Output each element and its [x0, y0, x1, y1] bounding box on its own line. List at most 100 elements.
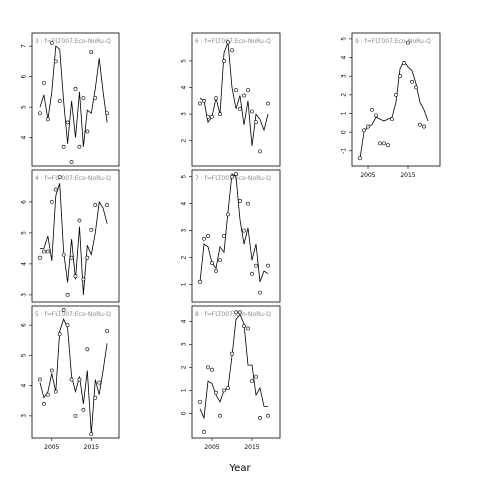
y-tick-label: 6: [21, 323, 28, 327]
y-tick-label: 5: [181, 59, 188, 63]
data-point: [214, 390, 218, 395]
data-point: [57, 175, 62, 180]
data-point: [93, 395, 98, 400]
data-point: [410, 79, 414, 84]
data-point: [210, 261, 214, 265]
data-point: [250, 379, 254, 384]
y-tick-label: 5: [21, 353, 28, 357]
fitted-line: [40, 183, 108, 295]
data-point: [42, 80, 46, 85]
data-point: [65, 120, 70, 125]
data-point: [406, 40, 410, 45]
data-point: [85, 347, 90, 352]
data-point: [65, 323, 70, 328]
data-point: [69, 377, 74, 382]
y-tick-label: 6: [21, 75, 28, 79]
panel-3: 5 : f=FLT007:Eco-NoRu-Q 3 4 5 6 2005 2015: [21, 305, 120, 451]
x-tick-label: 2015: [84, 444, 99, 451]
data-point: [222, 59, 226, 63]
data-point: [214, 269, 218, 273]
data-point: [218, 258, 222, 263]
data-point: [45, 117, 50, 122]
y-tick-label: 1: [341, 111, 348, 115]
data-point: [254, 374, 258, 379]
data-point: [53, 187, 58, 192]
data-point: [234, 310, 238, 315]
x-tick-label: 2005: [204, 444, 219, 451]
data-point: [206, 114, 210, 119]
y-tick-label: 1: [181, 388, 188, 392]
data-point: [370, 107, 374, 112]
x-tick-label: 2015: [244, 444, 259, 451]
y-tick-label: 3: [21, 293, 28, 297]
data-point: [93, 96, 98, 100]
y-tick-label: 5: [21, 105, 28, 109]
panels-layer: 3 : f=FLT007:Eco-NoRu-Q 4 5 6 7 4 : f=FLT007:…: [21, 32, 441, 451]
y-tick-label: 4: [181, 319, 188, 323]
data-point: [266, 263, 270, 268]
data-point: [366, 124, 370, 129]
data-point: [418, 122, 422, 127]
data-point: [382, 141, 386, 146]
data-point: [374, 113, 378, 118]
panel-frame: [31, 169, 120, 303]
data-point: [198, 101, 202, 106]
y-tick-label: 4: [181, 202, 188, 206]
fitted-line: [39, 45, 108, 147]
data-point: [97, 380, 102, 385]
data-point: [250, 271, 254, 276]
data-point: [81, 407, 86, 412]
data-point: [89, 50, 94, 55]
y-tick-label: 5: [21, 231, 28, 235]
data-point: [93, 203, 98, 207]
data-point: [198, 399, 202, 404]
y-tick-label: 2: [181, 365, 188, 369]
data-point: [61, 144, 66, 149]
y-tick-label: 1: [181, 282, 188, 286]
data-point: [238, 199, 242, 203]
data-point: [234, 172, 238, 176]
y-tick-label: 6: [21, 200, 28, 204]
data-point: [378, 141, 382, 146]
data-point: [242, 93, 246, 98]
data-point: [65, 292, 70, 297]
data-point: [198, 279, 202, 284]
data-point: [230, 351, 234, 356]
fitted-line: [39, 317, 108, 435]
y-tick-label: 4: [21, 136, 28, 140]
y-tick-label: 2: [181, 139, 188, 143]
data-point: [226, 40, 230, 45]
data-point: [242, 228, 246, 233]
data-point: [73, 413, 78, 418]
data-point: [242, 324, 246, 328]
data-point: [254, 120, 258, 125]
data-point: [105, 111, 110, 116]
data-point: [234, 88, 238, 93]
data-point: [398, 74, 402, 79]
data-point: [45, 249, 50, 254]
fitted-line: [199, 313, 268, 420]
y-tick-label: 7: [21, 44, 28, 48]
panel-frame: [191, 169, 281, 303]
y-tick-label: 2: [181, 255, 188, 259]
y-tick-label: 0: [181, 411, 188, 415]
data-point: [210, 367, 214, 372]
panel-frame: [191, 32, 281, 167]
panel-2: 4 : f=FLT007:Eco-NoRu-Q 3 4 5 6: [21, 169, 120, 303]
data-point: [222, 234, 226, 238]
data-point: [53, 389, 58, 394]
panel-frame: [351, 32, 441, 167]
y-tick-label: 4: [21, 262, 28, 266]
data-point: [250, 109, 254, 114]
data-point: [222, 388, 226, 393]
data-point: [53, 59, 58, 64]
data-point: [73, 86, 78, 91]
data-point: [69, 160, 74, 164]
data-point: [210, 114, 214, 119]
panel-frame: [31, 32, 120, 167]
data-point: [89, 432, 94, 436]
data-point: [49, 199, 54, 204]
panel-1: 3 : f=FLT007:Eco-NoRu-Q 4 5 6 7: [21, 32, 120, 167]
data-point: [38, 111, 42, 116]
data-point: [358, 156, 362, 161]
